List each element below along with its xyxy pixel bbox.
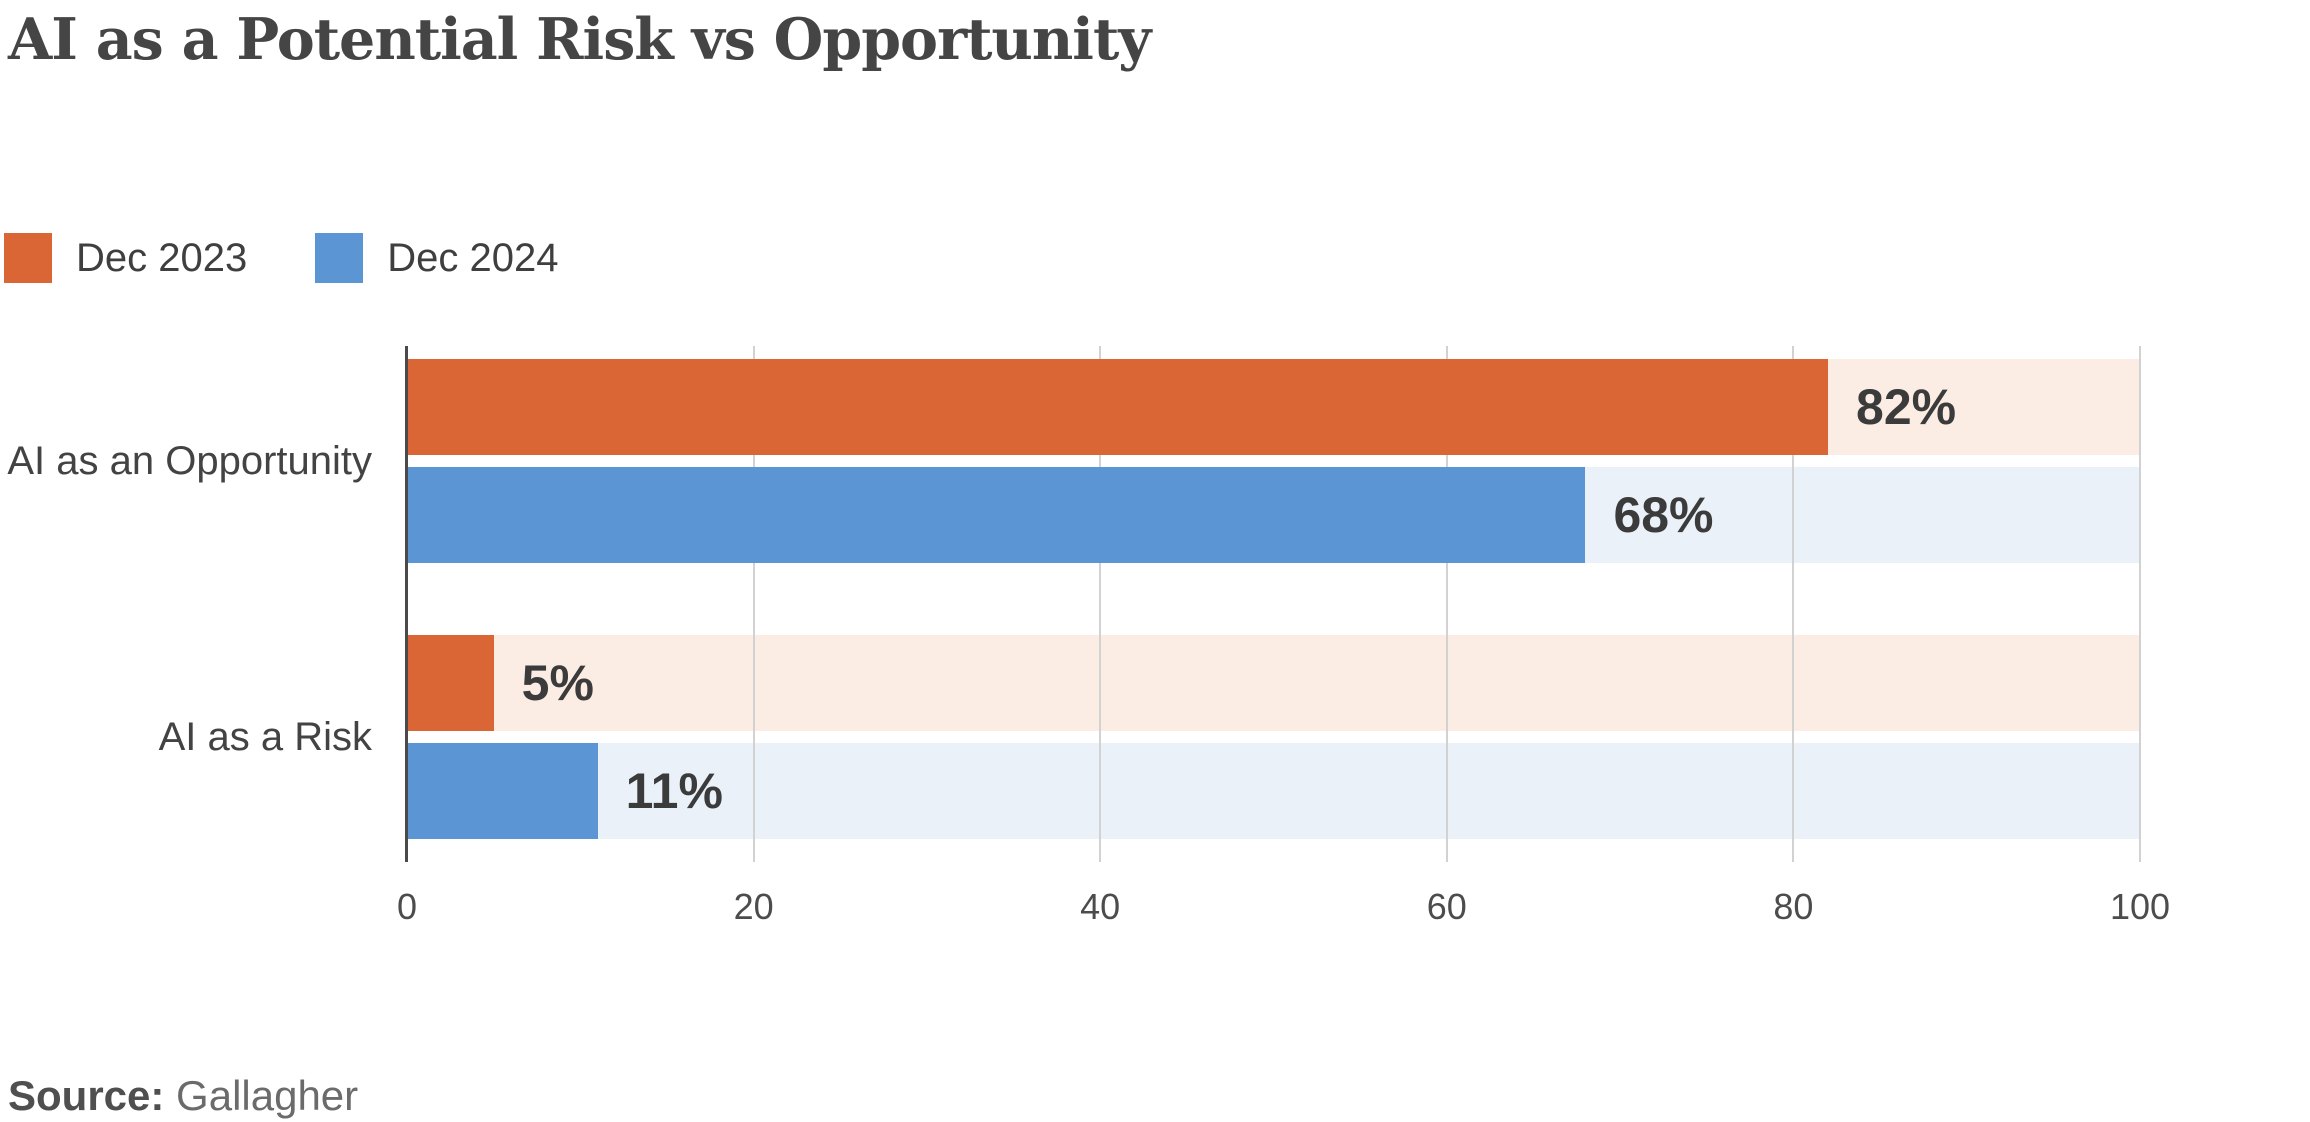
x-tick-label: 20: [733, 886, 774, 927]
legend: Dec 2023 Dec 2024: [4, 233, 558, 283]
category-label: AI as a Risk: [158, 715, 372, 759]
source-label: Source:: [8, 1072, 165, 1119]
x-tick-label: 60: [1426, 886, 1467, 927]
chart-title: AI as a Potential Risk vs Opportunity: [8, 6, 1151, 73]
bar-dec-2023-category-0: [407, 359, 1829, 455]
bar-track: [407, 635, 2140, 731]
legend-swatch: [315, 233, 364, 283]
source-line: Source: Gallagher: [8, 1072, 358, 1120]
legend-item-dec-2023: Dec 2023: [4, 233, 247, 283]
x-tick-label: 0: [396, 886, 418, 927]
x-tick-label: 100: [2109, 886, 2171, 927]
legend-label: Dec 2024: [387, 235, 559, 280]
bar-dec-2023-category-1: [407, 635, 494, 731]
legend-item-dec-2024: Dec 2024: [315, 233, 558, 283]
value-label: 5%: [521, 655, 594, 711]
bar-dec-2024-category-0: [407, 467, 1586, 563]
gridline-x-60: [1445, 346, 1448, 862]
bar-dec-2024-category-1: [407, 743, 598, 839]
gridline-x-20: [752, 346, 755, 862]
bar-track: [407, 743, 2140, 839]
category-label: AI as an Opportunity: [7, 439, 372, 483]
legend-label: Dec 2023: [76, 235, 248, 280]
value-label: 68%: [1613, 487, 1714, 543]
plot-area: AI as an Opportunity 82% 68% AI as a Risk 5%…: [7, 346, 2170, 927]
gridline-x-40: [1099, 346, 1102, 862]
gridline-x-100: [2139, 346, 2141, 862]
source-text: Gallagher: [176, 1072, 359, 1119]
gridline-x-80: [1792, 346, 1795, 862]
value-label: 82%: [1856, 379, 1957, 435]
x-tick-label: 80: [1773, 886, 1814, 927]
legend-swatch: [4, 233, 52, 283]
y-axis-line: [405, 346, 408, 862]
x-tick-label: 40: [1080, 886, 1121, 927]
value-label: 11%: [625, 763, 723, 819]
